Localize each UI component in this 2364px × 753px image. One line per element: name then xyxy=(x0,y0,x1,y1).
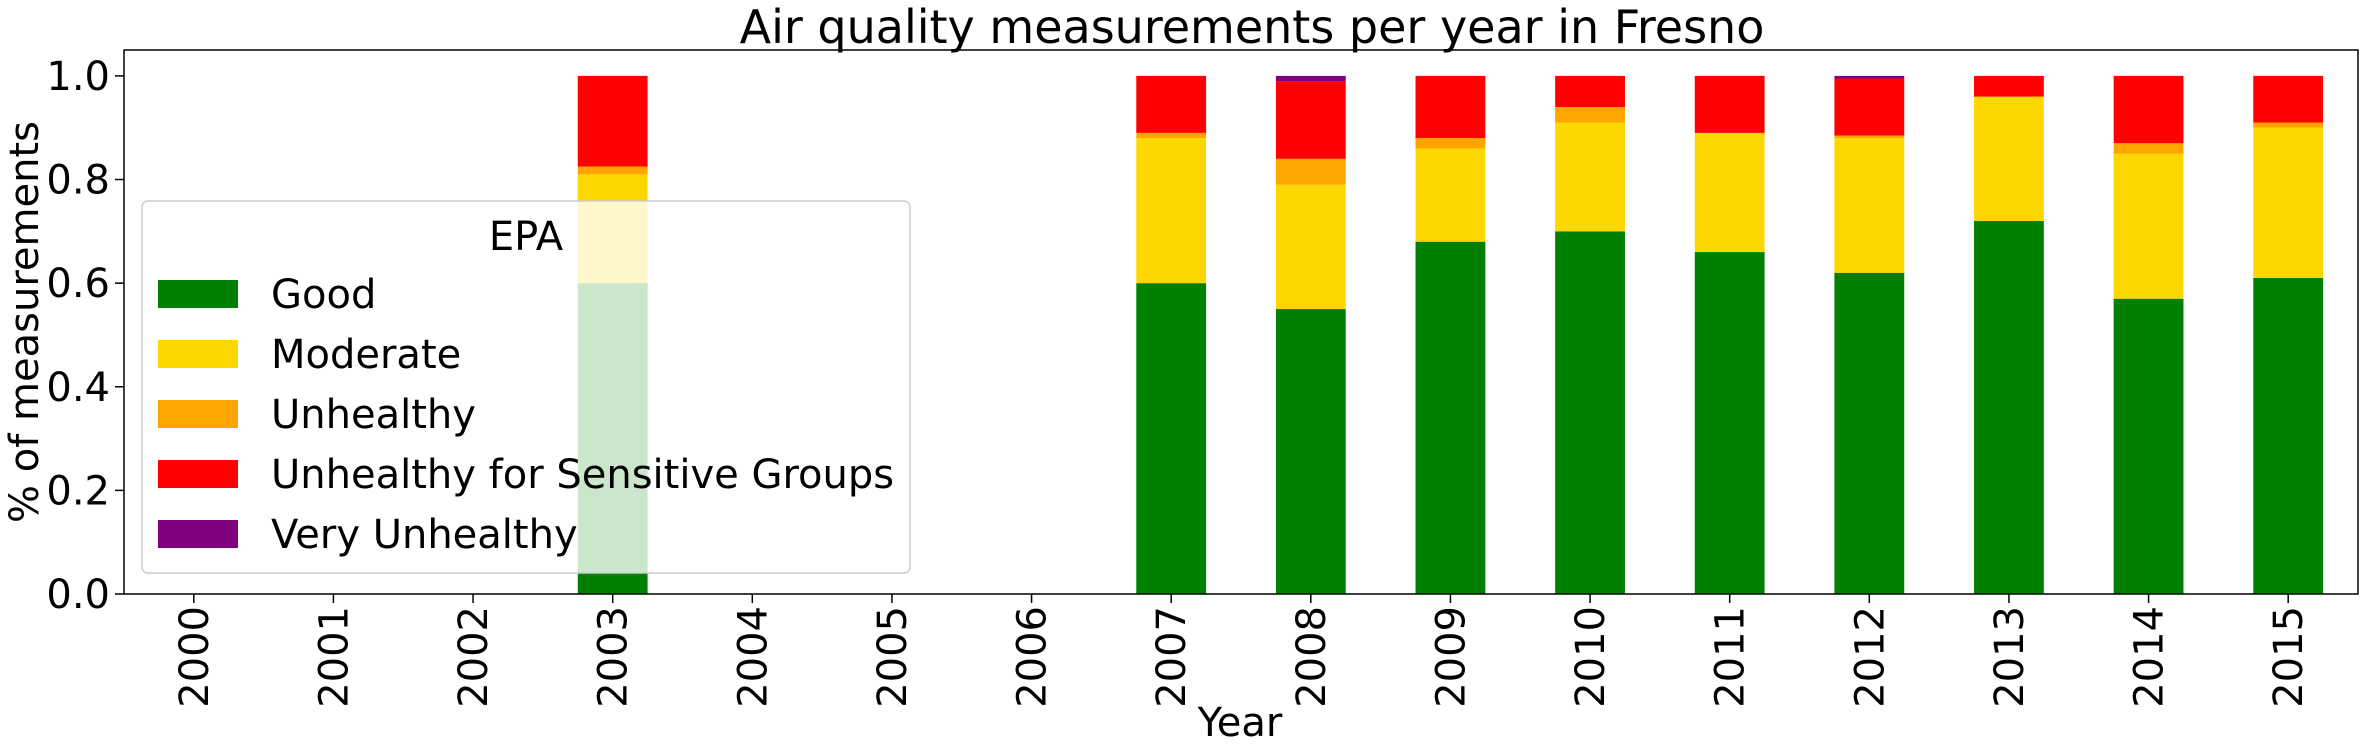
bar-unhealthy-for-sensitive-groups-2013 xyxy=(1974,75,2044,97)
bar-good-2013 xyxy=(1974,220,2044,594)
x-axis: 2000 2001 2002 2003 2004 2005 2006 2007 2008 2009… xyxy=(172,594,2312,708)
plot-frame xyxy=(123,49,2359,595)
x-tick-label: 2002 xyxy=(451,606,497,708)
legend-frame xyxy=(141,200,911,574)
legend-label: Very Unhealthy xyxy=(271,512,578,558)
legend-swatch-very-unhealthy xyxy=(158,520,238,548)
bar-good-2015 xyxy=(2253,277,2324,594)
legend-swatch-unhealthy xyxy=(158,400,238,428)
bar-unhealthy-for-sensitive-groups-2011 xyxy=(1694,75,1765,133)
bar-unhealthy-for-sensitive-groups-2007 xyxy=(1136,75,1207,133)
legend-label: Good xyxy=(271,272,376,318)
x-tick-label: 2006 xyxy=(1010,606,1056,708)
bar-good-2007 xyxy=(1136,283,1207,594)
bar-unhealthy-2015 xyxy=(2253,122,2324,128)
bar-unhealthy-2010 xyxy=(1555,106,1625,123)
x-tick-label: 2014 xyxy=(2127,606,2173,708)
x-tick-label: 2008 xyxy=(1289,606,1335,708)
bar-unhealthy-2014 xyxy=(2113,143,2184,154)
y-axis: 0.0 0.2 0.4 0.6 0.8 1.0 xyxy=(46,54,124,618)
bar-unhealthy-for-sensitive-groups-2009 xyxy=(1415,75,1486,139)
bar-good-2011 xyxy=(1694,252,1765,594)
legend-swatch-good xyxy=(158,280,238,308)
y-tick-label: 0.4 xyxy=(46,365,110,411)
bar-unhealthy-2003 xyxy=(577,166,648,175)
x-tick-label: 2001 xyxy=(311,606,357,708)
x-axis-label: Year xyxy=(1197,700,1283,746)
bar-good-2012 xyxy=(1834,272,1905,594)
x-tick-label: 2010 xyxy=(1568,606,1614,708)
bar-good-2010 xyxy=(1555,231,1625,594)
y-tick-label: 0.0 xyxy=(46,572,110,618)
bar-unhealthy-2008 xyxy=(1275,158,1346,185)
x-tick-label: 2013 xyxy=(1987,606,2033,708)
y-tick-label: 0.8 xyxy=(46,158,110,204)
bar-unhealthy-2012 xyxy=(1834,135,1905,139)
bar-moderate-2008 xyxy=(1275,184,1346,310)
bar-moderate-2011 xyxy=(1694,132,1765,253)
plot-area xyxy=(577,75,2324,594)
bar-moderate-2014 xyxy=(2113,153,2184,299)
bar-very-unhealthy-2012 xyxy=(1834,75,1905,79)
legend-label: Moderate xyxy=(271,332,461,378)
bar-unhealthy-for-sensitive-groups-2008 xyxy=(1275,81,1346,159)
bar-good-2008 xyxy=(1275,309,1346,594)
x-tick-label: 2007 xyxy=(1149,606,1195,708)
x-tick-label: 2011 xyxy=(1708,606,1754,708)
x-tick-label: 2005 xyxy=(870,606,916,708)
bar-unhealthy-2007 xyxy=(1136,132,1207,139)
bar-unhealthy-for-sensitive-groups-2014 xyxy=(2113,75,2184,144)
legend-title: EPA xyxy=(489,214,564,260)
legend-swatch-moderate xyxy=(158,340,238,368)
bar-good-2009 xyxy=(1415,241,1486,594)
bar-unhealthy-for-sensitive-groups-2003 xyxy=(577,75,648,167)
bar-unhealthy-for-sensitive-groups-2015 xyxy=(2253,75,2324,123)
chart-title: Air quality measurements per year in Fre… xyxy=(740,0,1765,54)
bar-unhealthy-for-sensitive-groups-2012 xyxy=(1834,78,1905,136)
legend: EPA Good Moderate Unhealthy Unhealthy for S… xyxy=(141,200,911,574)
bar-very-unhealthy-2008 xyxy=(1275,75,1346,82)
x-tick-label: 2004 xyxy=(730,606,776,708)
y-tick-label: 0.2 xyxy=(46,468,110,514)
legend-items: Good Moderate Unhealthy Unhealthy for Sensi… xyxy=(158,272,894,558)
bar-unhealthy-for-sensitive-groups-2010 xyxy=(1555,75,1625,107)
bar-moderate-2013 xyxy=(1974,96,2044,221)
bar-moderate-2009 xyxy=(1415,148,1486,242)
x-tick-label: 2003 xyxy=(591,606,637,708)
y-tick-label: 1.0 xyxy=(46,54,110,100)
bar-moderate-2007 xyxy=(1136,138,1207,284)
y-tick-label: 0.6 xyxy=(46,261,110,307)
bar-unhealthy-2009 xyxy=(1415,138,1486,149)
bar-moderate-2012 xyxy=(1834,138,1905,273)
bar-moderate-2015 xyxy=(2253,127,2324,278)
x-tick-label: 2000 xyxy=(172,606,218,708)
x-tick-label: 2015 xyxy=(2266,606,2312,708)
legend-label: Unhealthy xyxy=(271,392,476,438)
legend-label: Unhealthy for Sensitive Groups xyxy=(271,452,894,498)
bar-good-2014 xyxy=(2113,298,2184,594)
bar-moderate-2010 xyxy=(1555,122,1625,232)
x-tick-label: 2012 xyxy=(1847,606,1893,708)
y-axis-label: % of measurements xyxy=(2,121,48,523)
x-tick-label: 2009 xyxy=(1428,606,1474,708)
legend-swatch-unhealthy-for-sensitive-groups xyxy=(158,460,238,488)
